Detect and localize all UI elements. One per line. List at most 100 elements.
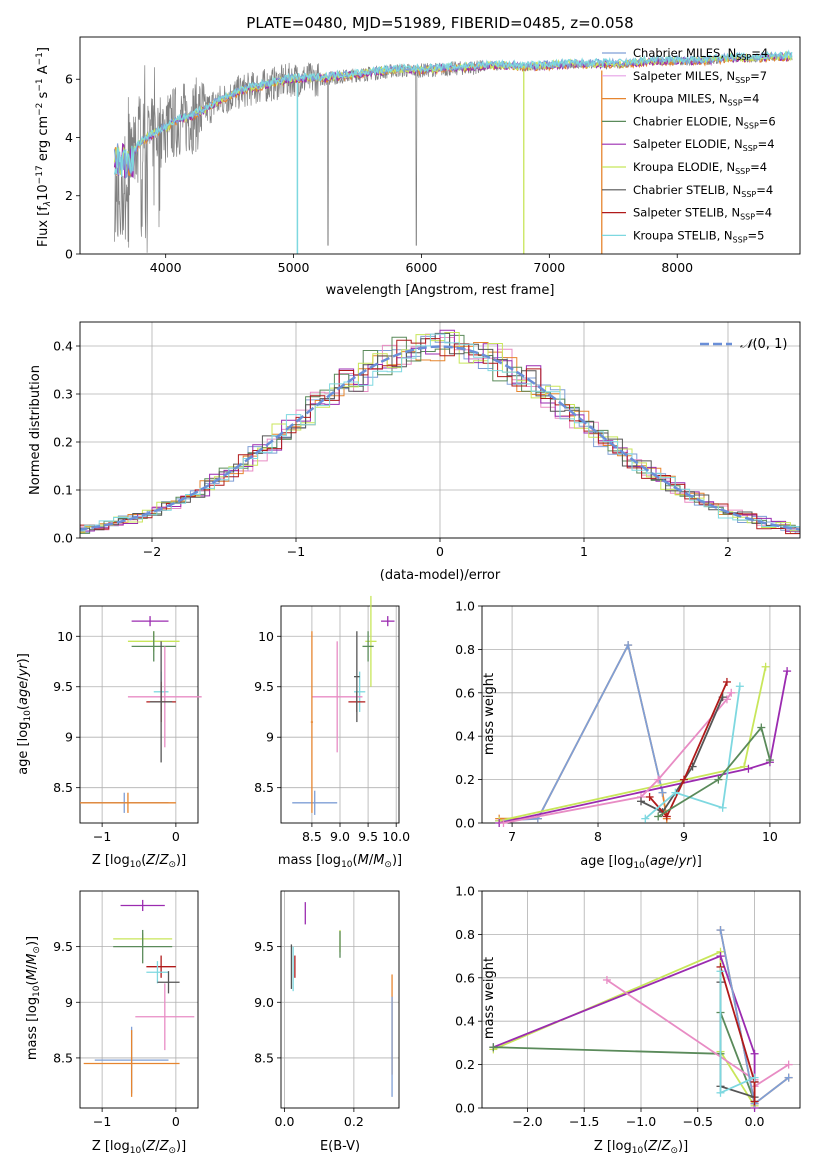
x-tick-label: 0.0 <box>745 1114 765 1129</box>
weight-series <box>644 686 741 820</box>
figure-title: PLATE=0480, MJD=51989, FIBERID=0485, z=0… <box>246 14 633 32</box>
y-tick-label: 0.2 <box>455 772 475 787</box>
x-tick-label: 0 <box>172 829 180 844</box>
y-tick-label: 9 <box>65 730 73 745</box>
y-tick-label: 0.8 <box>455 642 475 657</box>
x-tick-label: 0.2 <box>344 1114 364 1129</box>
y-tick-label: 8.5 <box>254 780 274 795</box>
y-tick-label: 10 <box>57 629 73 644</box>
axes-frame <box>280 605 400 824</box>
x-axis-label: mass [log10(M/M⊙)] <box>278 853 402 870</box>
y-tick-label: 0.0 <box>455 816 475 831</box>
model-spectrum <box>113 49 793 177</box>
x-tick-label: 1 <box>580 544 588 559</box>
spectrum-plot-area <box>113 49 793 254</box>
weight-series <box>493 950 756 1107</box>
y-tick-label: 0.8 <box>455 927 475 942</box>
x-tick-label: 10.0 <box>382 829 410 844</box>
residual-panel: −2 −1 0 1 2 0.0 0.1 0.2 0.3 0.4 𝒩(0, 1) (data-model… <box>28 321 801 583</box>
y-tick-label: 0.3 <box>53 387 73 402</box>
y-tick-label: 0.6 <box>455 685 475 700</box>
y-tick-label: 9.5 <box>254 939 274 954</box>
y-axis-label: mass [log10(M/M⊙)] <box>25 936 42 1060</box>
y-tick-label: 1.0 <box>455 884 475 899</box>
y-tick-label: 0.6 <box>455 970 475 985</box>
x-tick-label: −0.5 <box>683 1114 713 1129</box>
y-tick-label: 2 <box>65 188 73 203</box>
y-tick-label: 4 <box>65 130 73 145</box>
mass-vs-extinction-panel: 0.0 0.2 8.5 9.0 9.5 E(B-V) <box>254 890 400 1154</box>
x-tick-label: −2.0 <box>512 1114 542 1129</box>
weight-series <box>493 954 756 1108</box>
axes-frame <box>481 605 801 824</box>
x-tick-label: 8.5 <box>302 829 322 844</box>
x-tick-label: 0.0 <box>275 1114 295 1129</box>
y-tick-label: 1.0 <box>455 599 475 614</box>
legend-label: Chabrier MILES, NSSP=4 <box>633 46 768 62</box>
x-tick-label: 9.5 <box>358 829 378 844</box>
axes-frame <box>79 36 801 255</box>
y-tick-label: 0.4 <box>455 729 475 744</box>
gaussian-curve <box>80 345 800 531</box>
residual-histogram <box>80 334 800 534</box>
y-tick-label: 0.4 <box>455 1014 475 1029</box>
residual-histogram <box>80 332 800 531</box>
y-tick-label: 9 <box>266 730 274 745</box>
y-tick-label: 0 <box>65 247 73 262</box>
legend-label: Salpeter ELODIE, NSSP=4 <box>633 137 775 153</box>
x-tick-label: 2 <box>724 544 732 559</box>
x-tick-label: −1 <box>93 1114 111 1129</box>
axes-frame <box>79 890 199 1109</box>
legend-label: Kroupa MILES, NSSP=4 <box>633 92 759 108</box>
x-axis-label: wavelength [Angstrom, rest frame] <box>326 283 555 298</box>
weight-series <box>657 725 771 818</box>
x-tick-label: 6000 <box>406 260 438 275</box>
y-axis-label: Normed distribution <box>28 365 43 495</box>
legend-label: Chabrier ELODIE, NSSP=6 <box>633 114 776 130</box>
x-axis-label: (data-model)/error <box>380 568 501 583</box>
mass-vs-metallicity-panel: −1 0 8.5 9 9.5 Z [log10(Z/Z⊙)] mass [log10(M/M… <box>25 890 199 1156</box>
y-axis-label: mass weight <box>482 673 497 755</box>
x-tick-label: −2 <box>143 544 161 559</box>
axes-frame <box>481 890 801 1109</box>
y-tick-label: 10 <box>258 629 274 644</box>
x-tick-label: −1.0 <box>626 1114 656 1129</box>
axes-frame <box>79 605 199 824</box>
legend-label: Salpeter STELIB, NSSP=4 <box>633 206 772 222</box>
y-axis-label: mass weight <box>482 957 497 1039</box>
spectrum-panel: 4000 5000 6000 7000 8000 0 2 4 6 Chabrier MILES, … <box>35 36 801 298</box>
y-tick-label: 8.5 <box>53 1050 73 1065</box>
y-tick-label: 9 <box>65 995 73 1010</box>
y-axis-label: Flux [fλ10−17 erg cm−2 s−1 A−1] <box>35 47 53 247</box>
y-tick-label: 9.5 <box>254 679 274 694</box>
weight-series <box>493 1012 756 1102</box>
x-tick-label: 9 <box>680 829 688 844</box>
y-tick-label: 0.2 <box>455 1057 475 1072</box>
y-axis-label: age [log10(age/yr)] <box>16 653 33 775</box>
y-tick-label: 0.2 <box>53 435 73 450</box>
x-tick-label: −1 <box>287 544 305 559</box>
y-tick-label: 9.0 <box>254 995 274 1010</box>
y-tick-label: 9.5 <box>53 679 73 694</box>
x-tick-label: 4000 <box>150 260 182 275</box>
y-tick-label: 9.5 <box>53 939 73 954</box>
x-tick-label: 10 <box>762 829 778 844</box>
weight-series <box>499 670 788 824</box>
y-tick-label: 6 <box>65 72 73 87</box>
x-tick-label: −1 <box>93 829 111 844</box>
x-axis-label: Z [log10(Z/Z⊙)] <box>594 1139 688 1156</box>
legend-label: Kroupa STELIB, NSSP=5 <box>633 228 764 244</box>
x-tick-label: 7 <box>508 829 516 844</box>
x-tick-label: 8000 <box>661 260 693 275</box>
x-axis-label: age [log10(age/yr)] <box>580 854 702 871</box>
weight-series <box>499 666 767 822</box>
y-tick-label: 0.4 <box>53 339 73 354</box>
axes-frame <box>79 321 801 539</box>
legend-label: Chabrier STELIB, NSSP=4 <box>633 183 773 199</box>
y-tick-label: 8.5 <box>254 1050 274 1065</box>
weight-series <box>499 642 664 822</box>
x-tick-label: 5000 <box>278 260 310 275</box>
y-tick-label: 0.0 <box>53 531 73 546</box>
x-tick-label: 0 <box>436 544 444 559</box>
